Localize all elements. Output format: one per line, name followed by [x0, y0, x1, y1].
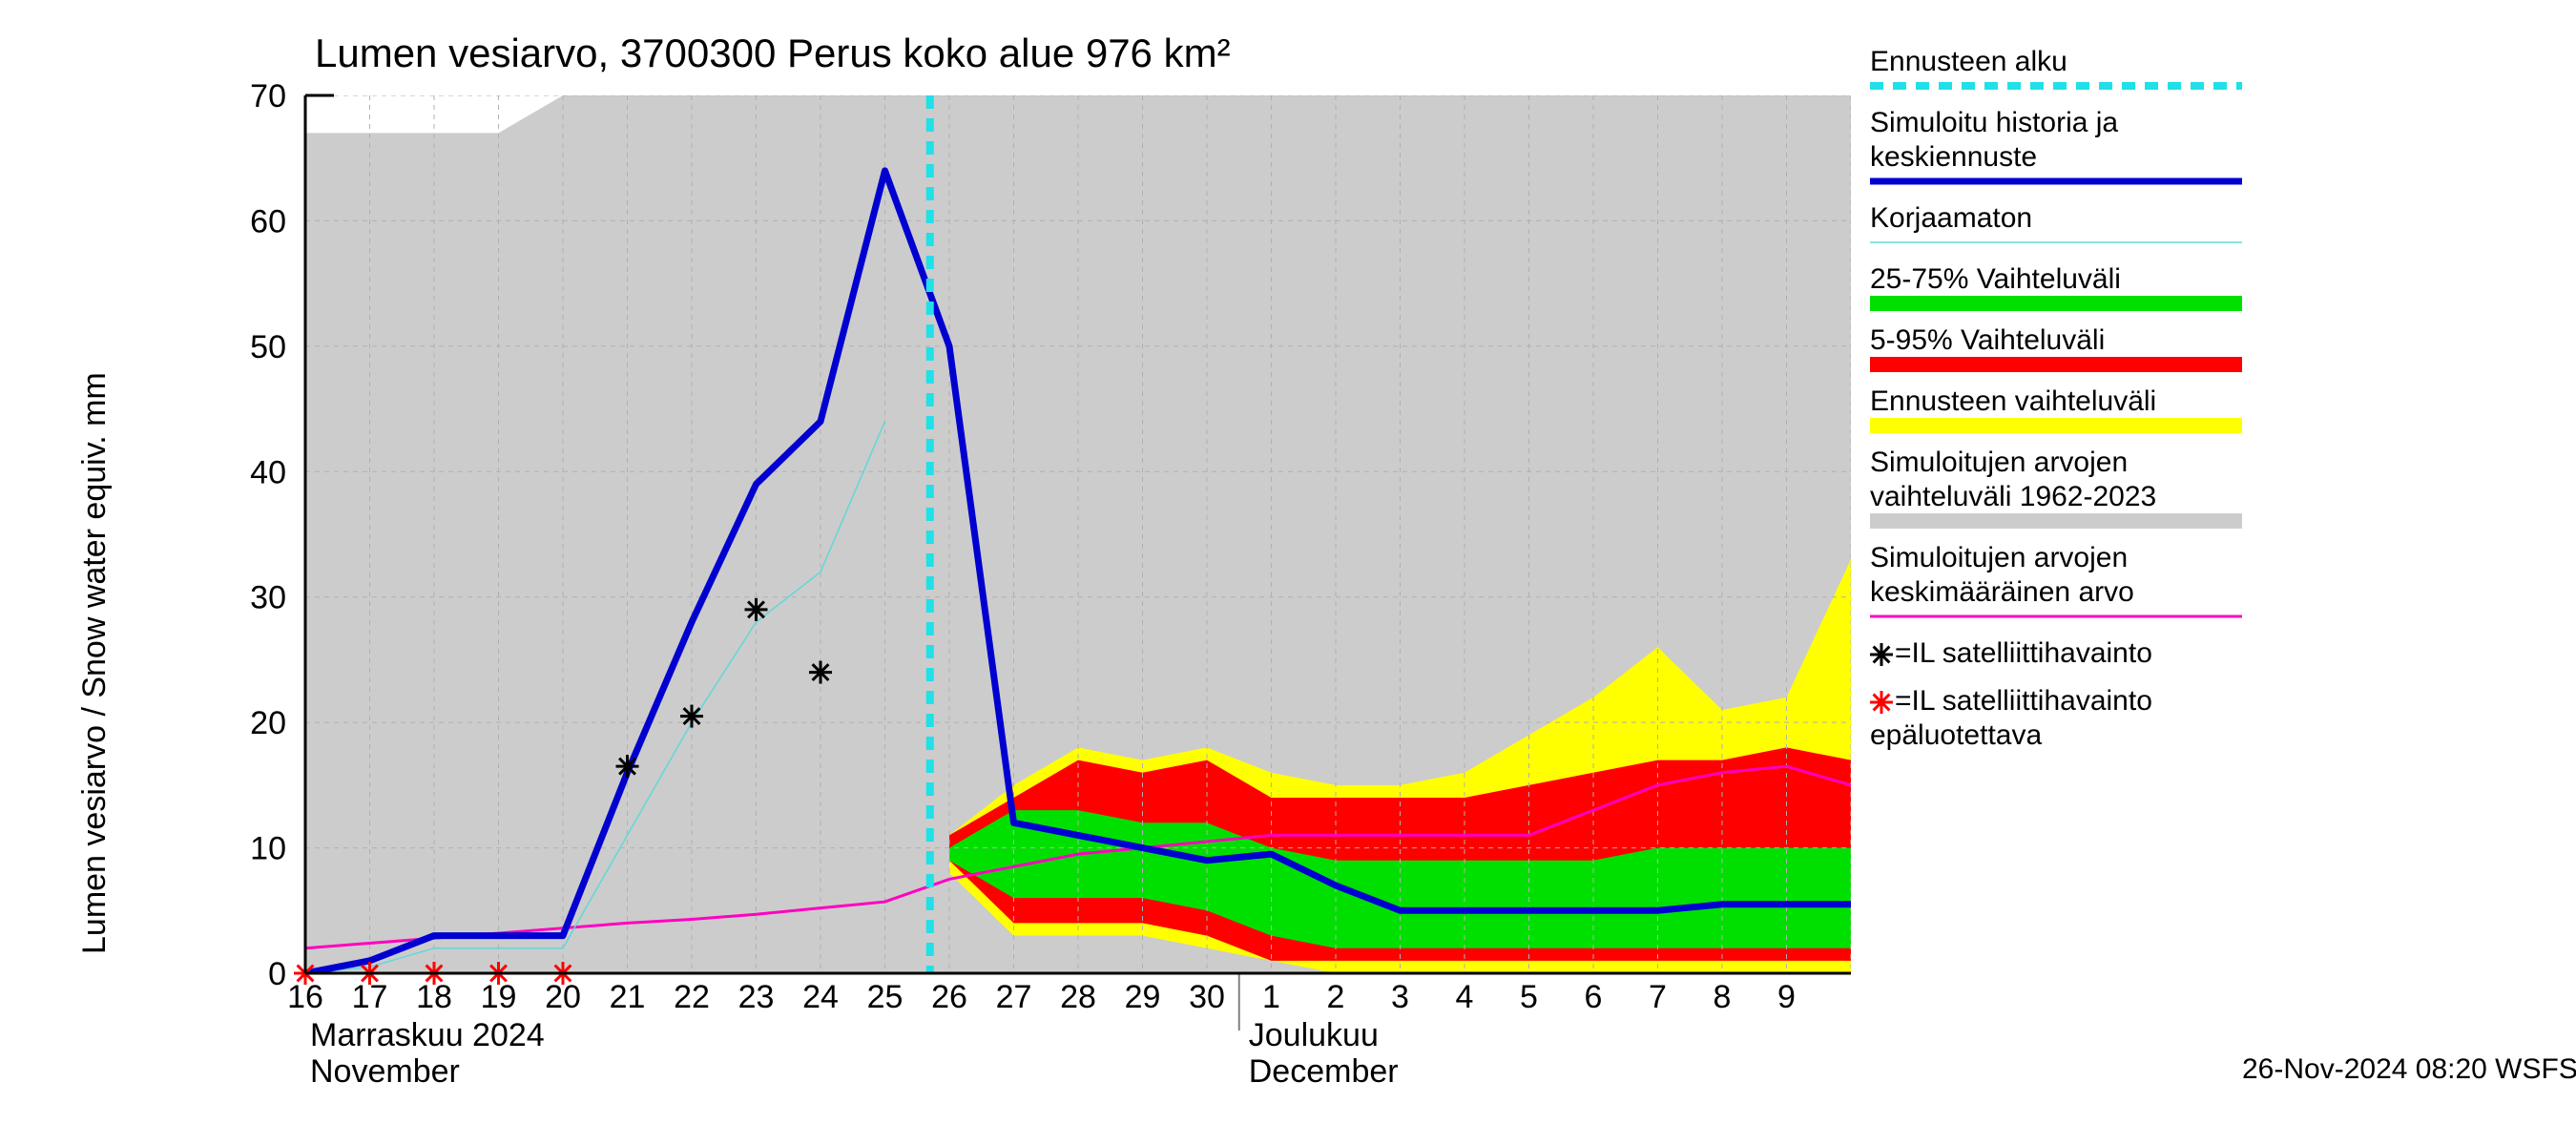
legend-marker-icon: [1870, 643, 1893, 666]
legend-label: vaihteluväli 1962-2023: [1870, 481, 2156, 512]
legend-label: 5-95% Vaihteluväli: [1870, 324, 2105, 356]
x-tick-label: 20: [545, 979, 581, 1015]
x-tick-label: 1: [1262, 979, 1280, 1015]
chart-container: 0102030405060701617181920212223242526272…: [0, 0, 2576, 1145]
y-tick-label: 50: [250, 329, 286, 365]
x-tick-label: 5: [1520, 979, 1538, 1015]
y-tick-label: 40: [250, 454, 286, 490]
y-tick-label: 10: [250, 831, 286, 867]
legend-label: 25-75% Vaihteluväli: [1870, 263, 2121, 295]
x-tick-label: 26: [931, 979, 967, 1015]
x-tick-label: 27: [996, 979, 1032, 1015]
x-tick-label: 23: [738, 979, 775, 1015]
month1-fi: Marraskuu 2024: [310, 1017, 545, 1053]
month1-en: November: [310, 1053, 460, 1090]
legend-swatch-band: [1870, 513, 2242, 529]
x-tick-label: 2: [1327, 979, 1345, 1015]
y-tick-label: 70: [250, 78, 286, 114]
legend-label: Korjaamaton: [1870, 202, 2032, 234]
footer-timestamp: 26-Nov-2024 08:20 WSFS-O: [2242, 1053, 2576, 1085]
y-tick-label: 0: [268, 956, 286, 992]
month2-fi: Joulukuu: [1249, 1017, 1379, 1053]
legend-label: Simuloitujen arvojen: [1870, 447, 2128, 478]
x-tick-label: 19: [481, 979, 517, 1015]
legend-swatch-band: [1870, 357, 2242, 372]
y-tick-label: 60: [250, 203, 286, 239]
x-tick-label: 6: [1585, 979, 1603, 1015]
legend-label: =IL satelliittihavainto: [1895, 685, 2152, 717]
chart-title: Lumen vesiarvo, 3700300 Perus koko alue …: [315, 31, 1231, 75]
legend-label: Ennusteen alku: [1870, 46, 2067, 77]
hydrograph-chart: 0102030405060701617181920212223242526272…: [0, 0, 2576, 1145]
x-tick-label: 28: [1060, 979, 1096, 1015]
x-tick-label: 21: [610, 979, 646, 1015]
legend-label: keskiennuste: [1870, 141, 2037, 173]
y-axis-label: Lumen vesiarvo / Snow water equiv. mm: [76, 372, 113, 954]
month2-en: December: [1249, 1053, 1399, 1090]
legend-marker-icon: [1870, 691, 1893, 714]
x-tick-label: 30: [1189, 979, 1225, 1015]
x-tick-label: 25: [867, 979, 904, 1015]
legend-label: keskimääräinen arvo: [1870, 576, 2134, 608]
legend-label: =IL satelliittihavainto: [1895, 637, 2152, 669]
x-tick-label: 18: [416, 979, 452, 1015]
x-tick-label: 8: [1714, 979, 1732, 1015]
legend-label: Ennusteen vaihteluväli: [1870, 385, 2156, 417]
x-tick-label: 22: [674, 979, 710, 1015]
x-tick-label: 7: [1649, 979, 1667, 1015]
x-tick-label: 16: [287, 979, 323, 1015]
x-tick-label: 4: [1456, 979, 1474, 1015]
x-tick-label: 17: [352, 979, 388, 1015]
x-tick-label: 24: [802, 979, 839, 1015]
legend-swatch-band: [1870, 418, 2242, 433]
x-tick-label: 3: [1391, 979, 1409, 1015]
legend-swatch-band: [1870, 296, 2242, 311]
y-tick-label: 20: [250, 705, 286, 741]
x-tick-label: 29: [1125, 979, 1161, 1015]
x-tick-label: 9: [1777, 979, 1796, 1015]
y-tick-label: 30: [250, 580, 286, 616]
legend-label: Simuloitu historia ja: [1870, 107, 2118, 138]
legend-label: epäluotettava: [1870, 719, 2042, 751]
legend-label: Simuloitujen arvojen: [1870, 542, 2128, 573]
